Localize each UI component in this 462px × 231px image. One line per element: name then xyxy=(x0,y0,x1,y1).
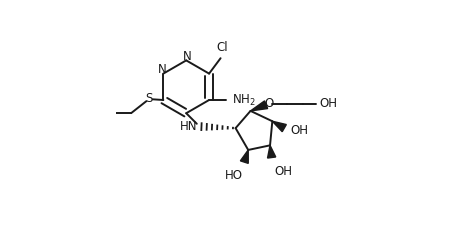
Polygon shape xyxy=(272,121,286,132)
Text: HO: HO xyxy=(225,170,243,182)
Text: N: N xyxy=(183,50,192,63)
Polygon shape xyxy=(240,150,248,163)
Polygon shape xyxy=(267,145,276,158)
Text: OH: OH xyxy=(274,165,292,178)
Polygon shape xyxy=(250,101,267,111)
Text: HN: HN xyxy=(180,120,197,133)
Text: OH: OH xyxy=(319,97,337,110)
Text: O: O xyxy=(264,97,274,110)
Text: NH$_2$: NH$_2$ xyxy=(232,92,256,108)
Text: Cl: Cl xyxy=(216,41,227,54)
Text: S: S xyxy=(146,92,153,105)
Text: N: N xyxy=(158,63,167,76)
Text: OH: OH xyxy=(290,124,308,137)
